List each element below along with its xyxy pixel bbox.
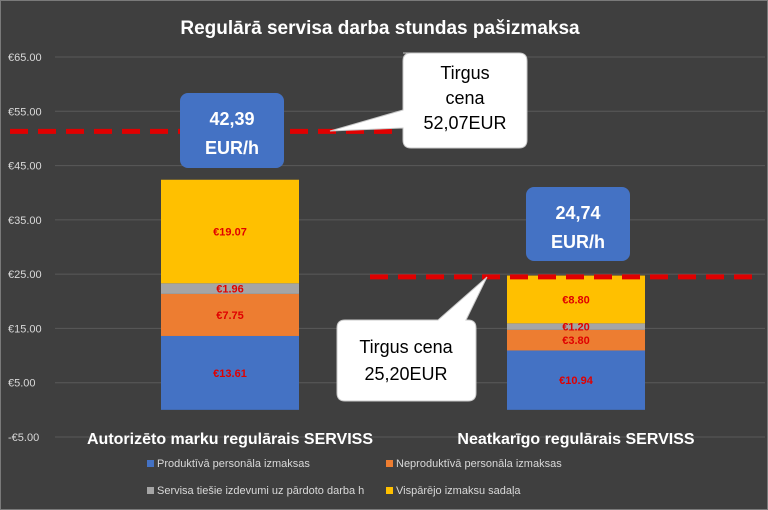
legend-label: Servisa tiešie izdevumi uz pārdoto darba…	[157, 485, 364, 497]
total-value: 42,39	[209, 109, 254, 129]
bar-segment	[161, 335, 299, 410]
callout-text: Tirgus	[440, 63, 489, 83]
market-price-callout	[329, 52, 528, 149]
bar-segment	[507, 329, 645, 351]
bars	[161, 179, 645, 410]
legend-swatch	[147, 460, 154, 467]
total-unit: EUR/h	[205, 138, 259, 158]
callout-text: cena	[445, 88, 485, 108]
y-tick-label: €35.00	[8, 215, 42, 227]
annotations: 42,39 EUR/h 24,74 EUR/h Tirgus cena 52,07EUR Ti…	[10, 52, 758, 402]
y-axis-ticks: €65.00 €55.00 €45.00 €35.00 €25.00 €15.00 €5.0…	[8, 52, 42, 444]
y-tick-label: €25.00	[8, 269, 42, 281]
bar-value-label: €10.94	[559, 375, 594, 387]
callout-text: Tirgus cena	[359, 337, 453, 357]
bar-value-label: €8.80	[562, 294, 590, 306]
legend-swatch	[147, 487, 154, 494]
bar-segment	[507, 350, 645, 410]
callout-text: 52,07EUR	[423, 113, 506, 133]
bar-value-label: €1.20	[562, 322, 590, 334]
y-tick-label: €55.00	[8, 106, 42, 118]
total-unit: EUR/h	[551, 232, 605, 252]
y-tick-label: €45.00	[8, 161, 42, 173]
legend-swatch	[386, 487, 393, 494]
bar-value-label: €1.96	[216, 284, 244, 296]
legend: Produktīvā personāla izmaksas Neproduktīv…	[147, 458, 562, 497]
bar-segment	[161, 293, 299, 336]
bar-value-label: €13.61	[213, 368, 247, 380]
data-labels: €13.61 €7.75 €1.96 €19.07 €10.94 €3.80€1.20 €8…	[213, 227, 594, 388]
y-tick-label: €5.00	[8, 378, 36, 390]
y-tick-label: -€5.00	[8, 432, 39, 444]
market-price-callout	[336, 276, 488, 402]
chart-title: Regulārā servisa darba stundas pašizmaks…	[180, 18, 580, 39]
bar-value-label: €7.75	[216, 310, 244, 322]
category-labels: Autorizēto marku regulārais SERVISS Neatk…	[87, 431, 695, 448]
bar-segment	[161, 283, 299, 294]
bar-value-label: €19.07	[213, 227, 247, 239]
y-tick-label: €65.00	[8, 52, 42, 64]
y-tick-label: €15.00	[8, 323, 42, 335]
bar-segment	[507, 323, 645, 330]
category-label: Neatkarīgo regulārais SERVISS	[457, 431, 694, 448]
legend-label: Vispārējo izmaksu sadaļa	[396, 485, 521, 497]
legend-label: Neproduktīvā personāla izmaksas	[396, 458, 562, 470]
bar-value-label: €3.80	[562, 335, 590, 347]
category-label: Autorizēto marku regulārais SERVISS	[87, 431, 373, 448]
callout-text: 25,20EUR	[364, 364, 447, 384]
total-box	[180, 93, 284, 168]
bar-segment	[507, 275, 645, 324]
bar-segment	[161, 179, 299, 284]
legend-swatch	[386, 460, 393, 467]
legend-label: Produktīvā personāla izmaksas	[157, 458, 310, 470]
total-value: 24,74	[555, 203, 600, 223]
total-box	[526, 187, 630, 261]
